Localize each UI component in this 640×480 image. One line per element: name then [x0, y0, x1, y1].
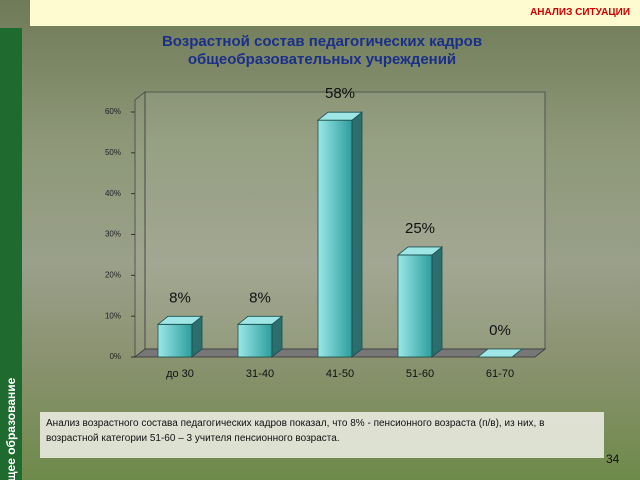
x-tick-label: 41-50: [326, 368, 354, 380]
x-tick-label: 31-40: [246, 368, 274, 380]
chart-title: общеобразовательных учреждений: [188, 51, 456, 68]
value-label: 8%: [249, 289, 271, 306]
bar-top: [156, 315, 204, 325]
value-label: 25%: [405, 220, 435, 237]
y-tick-label: 20%: [105, 270, 121, 279]
side-wall: [134, 91, 146, 358]
chart-title: Возрастной состав педагогических кадров: [162, 33, 482, 50]
bar-top: [396, 246, 444, 256]
header: АНАЛИЗ СИТУАЦИИ: [30, 0, 640, 26]
y-tick-label: 50%: [105, 148, 121, 157]
bar: [397, 254, 433, 358]
value-label: 58%: [325, 85, 355, 102]
y-tick-label: 30%: [105, 230, 121, 239]
x-tick-label: до 30: [166, 368, 194, 380]
bar: [157, 323, 193, 358]
y-tick-label: 40%: [105, 189, 121, 198]
bar: [317, 119, 353, 358]
bar-side: [351, 111, 363, 358]
value-label: 8%: [169, 289, 191, 306]
x-tick-label: 51-60: [406, 368, 434, 380]
bar-top: [236, 315, 284, 325]
bar-top: [476, 348, 524, 358]
page-number: 34: [606, 452, 620, 466]
description: Анализ возрастного состава педагогически…: [40, 412, 604, 458]
sidebar: Общее образование: [0, 28, 22, 480]
y-tick-label: 10%: [105, 311, 121, 320]
y-tick-label: 0%: [109, 352, 121, 361]
y-tick-label: 60%: [105, 107, 121, 116]
x-tick-label: 61-70: [486, 368, 514, 380]
value-label: 0%: [489, 322, 511, 339]
bar: [237, 323, 273, 358]
bar-side: [431, 246, 443, 358]
bar-top: [316, 111, 364, 121]
